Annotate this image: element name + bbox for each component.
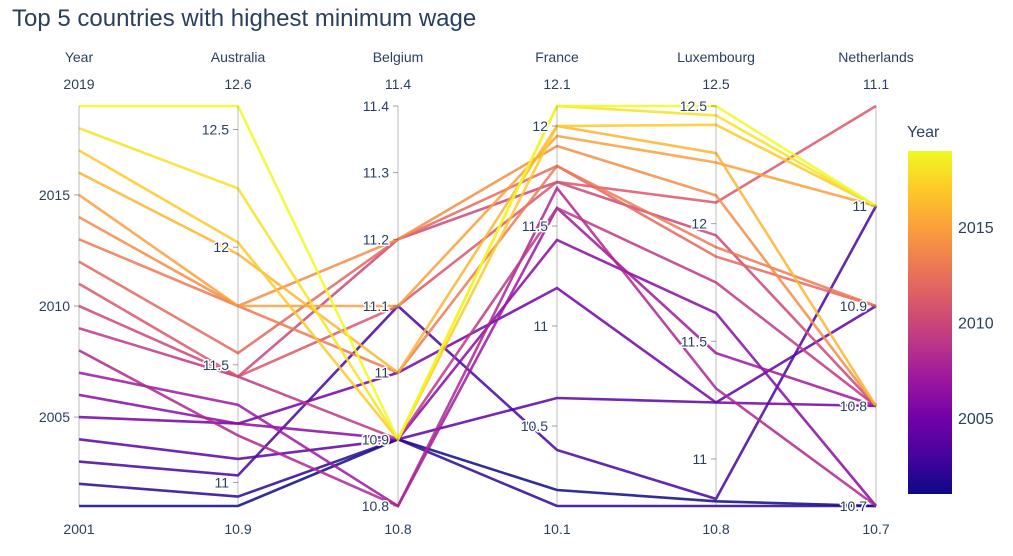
tick-label: 10.9 xyxy=(362,431,389,447)
record-line-2008[interactable] xyxy=(78,185,877,508)
axis-max-label: 12.5 xyxy=(702,76,729,92)
tick-label: 11 xyxy=(214,474,229,490)
record-line-2013[interactable] xyxy=(78,164,877,375)
axis-min-label: 2001 xyxy=(63,521,94,537)
axis-max-label: 11.4 xyxy=(385,76,411,92)
axis-max-label: 2019 xyxy=(63,76,94,92)
tick-label: 11.2 xyxy=(363,231,389,247)
tick-label: 10.8 xyxy=(840,398,867,414)
chart-title: Top 5 countries with highest minimum wag… xyxy=(12,5,477,32)
record-line-2011[interactable] xyxy=(78,104,877,379)
record-line-2007[interactable] xyxy=(78,205,877,508)
record-line-2002[interactable] xyxy=(78,437,876,508)
colorbar-title: Year xyxy=(907,124,940,141)
axis-label-france[interactable]: France xyxy=(535,49,579,65)
tick-label: 2015 xyxy=(39,187,70,203)
record-lines xyxy=(78,104,878,508)
record-line-2014[interactable] xyxy=(78,144,878,407)
axis-luxembourg[interactable]: Luxembourg 12.5 10.8 11 11.5 12 12.5 xyxy=(677,49,755,537)
tick-label: 10.7 xyxy=(840,498,867,514)
axis-label-luxembourg[interactable]: Luxembourg xyxy=(677,49,755,65)
record-line-2009[interactable] xyxy=(78,206,877,441)
axis-label-australia[interactable]: Australia xyxy=(211,49,266,65)
tick-label: 10.5 xyxy=(521,418,548,434)
colorbar-gradient xyxy=(908,151,952,494)
axis-max-label: 11.1 xyxy=(863,76,889,92)
axis-min-label: 10.7 xyxy=(862,521,889,537)
axis-max-label: 12.1 xyxy=(543,76,570,92)
axis-label-belgium[interactable]: Belgium xyxy=(373,49,424,65)
record-line-2016[interactable] xyxy=(78,124,878,407)
axis-max-label: 12.6 xyxy=(224,76,251,92)
record-line-2004[interactable] xyxy=(78,304,877,461)
tick-label: 11 xyxy=(533,318,548,334)
axis-belgium[interactable]: Belgium 11.4 10.8 10.8 10.9 11 11.1 11.2 11.3 11.… xyxy=(360,49,424,537)
tick-label: 11 xyxy=(852,198,867,214)
colorbar-tick-label: 2005 xyxy=(958,411,994,428)
axis-year[interactable]: Year 2019 2001 2005 2010 2015 xyxy=(37,49,95,537)
tick-label: 11 xyxy=(374,365,389,381)
record-line-2019[interactable] xyxy=(79,104,877,443)
record-line-2017[interactable] xyxy=(78,123,877,442)
axis-australia[interactable]: Australia 12.6 10.9 11 11.5 12 12.5 xyxy=(200,49,266,537)
colorbar: Year 2005 2010 2015 xyxy=(907,124,994,494)
record-line-2006[interactable] xyxy=(78,238,878,507)
axis-min-label: 10.8 xyxy=(384,521,411,537)
axis-label-netherlands[interactable]: Netherlands xyxy=(838,49,914,65)
record-line-2012[interactable] xyxy=(78,164,877,355)
tick-label: 11.5 xyxy=(522,218,548,234)
tick-label: 11.5 xyxy=(203,357,229,373)
tick-label: 11.4 xyxy=(363,98,389,114)
tick-label: 11.1 xyxy=(363,298,389,314)
axis-min-label: 10.9 xyxy=(224,521,251,537)
tick-label: 10.8 xyxy=(362,498,389,514)
tick-label: 12 xyxy=(213,239,229,255)
colorbar-tick-label: 2010 xyxy=(958,316,994,333)
record-line-2001[interactable] xyxy=(79,437,877,508)
axis-label-year[interactable]: Year xyxy=(65,49,94,65)
axis-min-label: 10.1 xyxy=(543,521,570,537)
dimension-axes: Year 2019 2001 2005 2010 2015 Australia 12.6 10.… xyxy=(37,49,914,537)
axis-netherlands[interactable]: Netherlands 11.1 10.7 10.7 10.8 10.9 11 xyxy=(838,49,914,537)
tick-label: 12 xyxy=(532,118,548,134)
colorbar-tick-label: 2015 xyxy=(958,220,994,237)
tick-label: 2010 xyxy=(39,298,70,314)
tick-label: 11 xyxy=(692,451,707,467)
record-line-2003[interactable] xyxy=(78,205,878,501)
axis-min-label: 10.8 xyxy=(702,521,729,537)
tick-label: 12.5 xyxy=(202,122,229,138)
tick-label: 10.9 xyxy=(840,298,867,314)
tick-label: 11.3 xyxy=(363,165,389,181)
tick-label: 2005 xyxy=(39,409,70,425)
tick-label: 12 xyxy=(691,216,707,232)
axis-france[interactable]: France 12.1 10.1 10.5 11 11.5 12 xyxy=(519,49,579,537)
tick-label: 12.5 xyxy=(680,98,707,114)
tick-label: 11.5 xyxy=(681,333,707,349)
record-line-2015[interactable] xyxy=(78,134,877,308)
